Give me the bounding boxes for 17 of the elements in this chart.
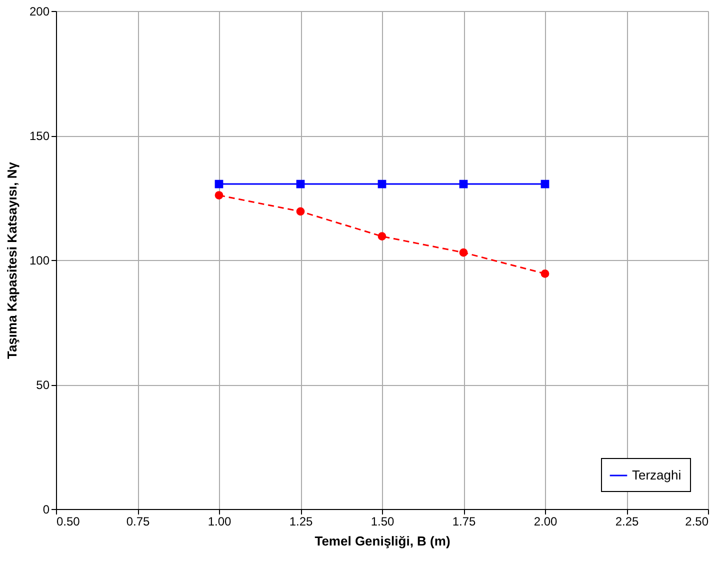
x-tick-label: 2.00 bbox=[534, 514, 558, 528]
x-tick-label: 1.50 bbox=[370, 514, 394, 528]
x-tick-label: 1.75 bbox=[452, 514, 476, 528]
y-tick-label: 200 bbox=[29, 4, 50, 18]
x-tick-label: 0.50 bbox=[56, 514, 80, 528]
y-tick-label: 150 bbox=[29, 129, 50, 143]
y-tick-label: 100 bbox=[29, 254, 50, 268]
x-tick-label: 0.75 bbox=[126, 514, 150, 528]
x-axis-title: Temel Genişliği, B (m) bbox=[314, 534, 450, 548]
legend-label: Terzaghi bbox=[632, 468, 682, 482]
x-tick-label: 1.25 bbox=[289, 514, 313, 528]
x-tick-label: 2.50 bbox=[685, 514, 709, 528]
y-tick-label: 0 bbox=[42, 502, 50, 516]
y-tick-label: 50 bbox=[36, 378, 50, 392]
y-axis-title: Taşıma Kapasitesi Katsayısı, Nγ bbox=[4, 161, 20, 360]
x-tick-label: 2.25 bbox=[615, 514, 639, 528]
x-tick-label: 1.00 bbox=[208, 514, 232, 528]
